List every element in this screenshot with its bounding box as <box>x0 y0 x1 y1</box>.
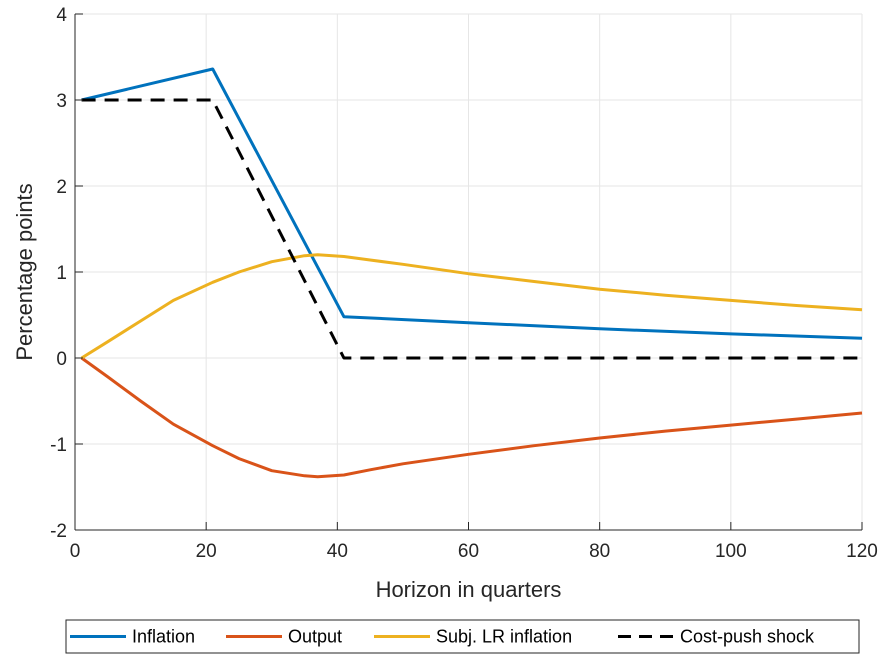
series-line-3 <box>81 98 862 360</box>
legend-label-2: Subj. LR inflation <box>436 627 572 647</box>
y-tick-label-0: -2 <box>50 521 67 542</box>
y-tick-label-2: 0 <box>56 349 67 370</box>
axes <box>74 13 863 531</box>
y-tick-label-1: -1 <box>50 435 67 456</box>
series-line-0 <box>81 67 863 340</box>
x-tick-label-1: 20 <box>196 541 217 562</box>
x-tick-label-4: 80 <box>589 541 610 562</box>
y-axis-label: Percentage points <box>12 183 37 360</box>
x-tick-label-2: 40 <box>327 541 348 562</box>
grid <box>74 13 863 531</box>
y-tick-label-3: 1 <box>56 263 67 284</box>
series-line-1 <box>80 356 863 479</box>
legend-label-1: Output <box>288 627 342 647</box>
x-tick-label-0: 0 <box>70 541 81 562</box>
series-layer <box>80 67 863 479</box>
y-tick-label-5: 3 <box>56 91 67 112</box>
x-axis-label: Horizon in quarters <box>376 577 562 602</box>
legend: Inflation Output Subj. LR inflation Cost-pu… <box>65 619 860 654</box>
legend-label-0: Inflation <box>132 627 195 647</box>
tick-labels: 0 20 40 60 80 100 120 -2 -1 0 1 2 3 4 <box>50 5 878 562</box>
y-tick-label-4: 2 <box>56 177 67 198</box>
y-tick-label-6: 4 <box>56 5 67 26</box>
legend-label-3: Cost-push shock <box>680 627 815 647</box>
x-tick-label-5: 100 <box>715 541 747 562</box>
series-line-2 <box>80 253 863 360</box>
legend-box <box>65 619 860 654</box>
x-tick-label-3: 60 <box>458 541 479 562</box>
x-tick-label-6: 120 <box>846 541 878 562</box>
